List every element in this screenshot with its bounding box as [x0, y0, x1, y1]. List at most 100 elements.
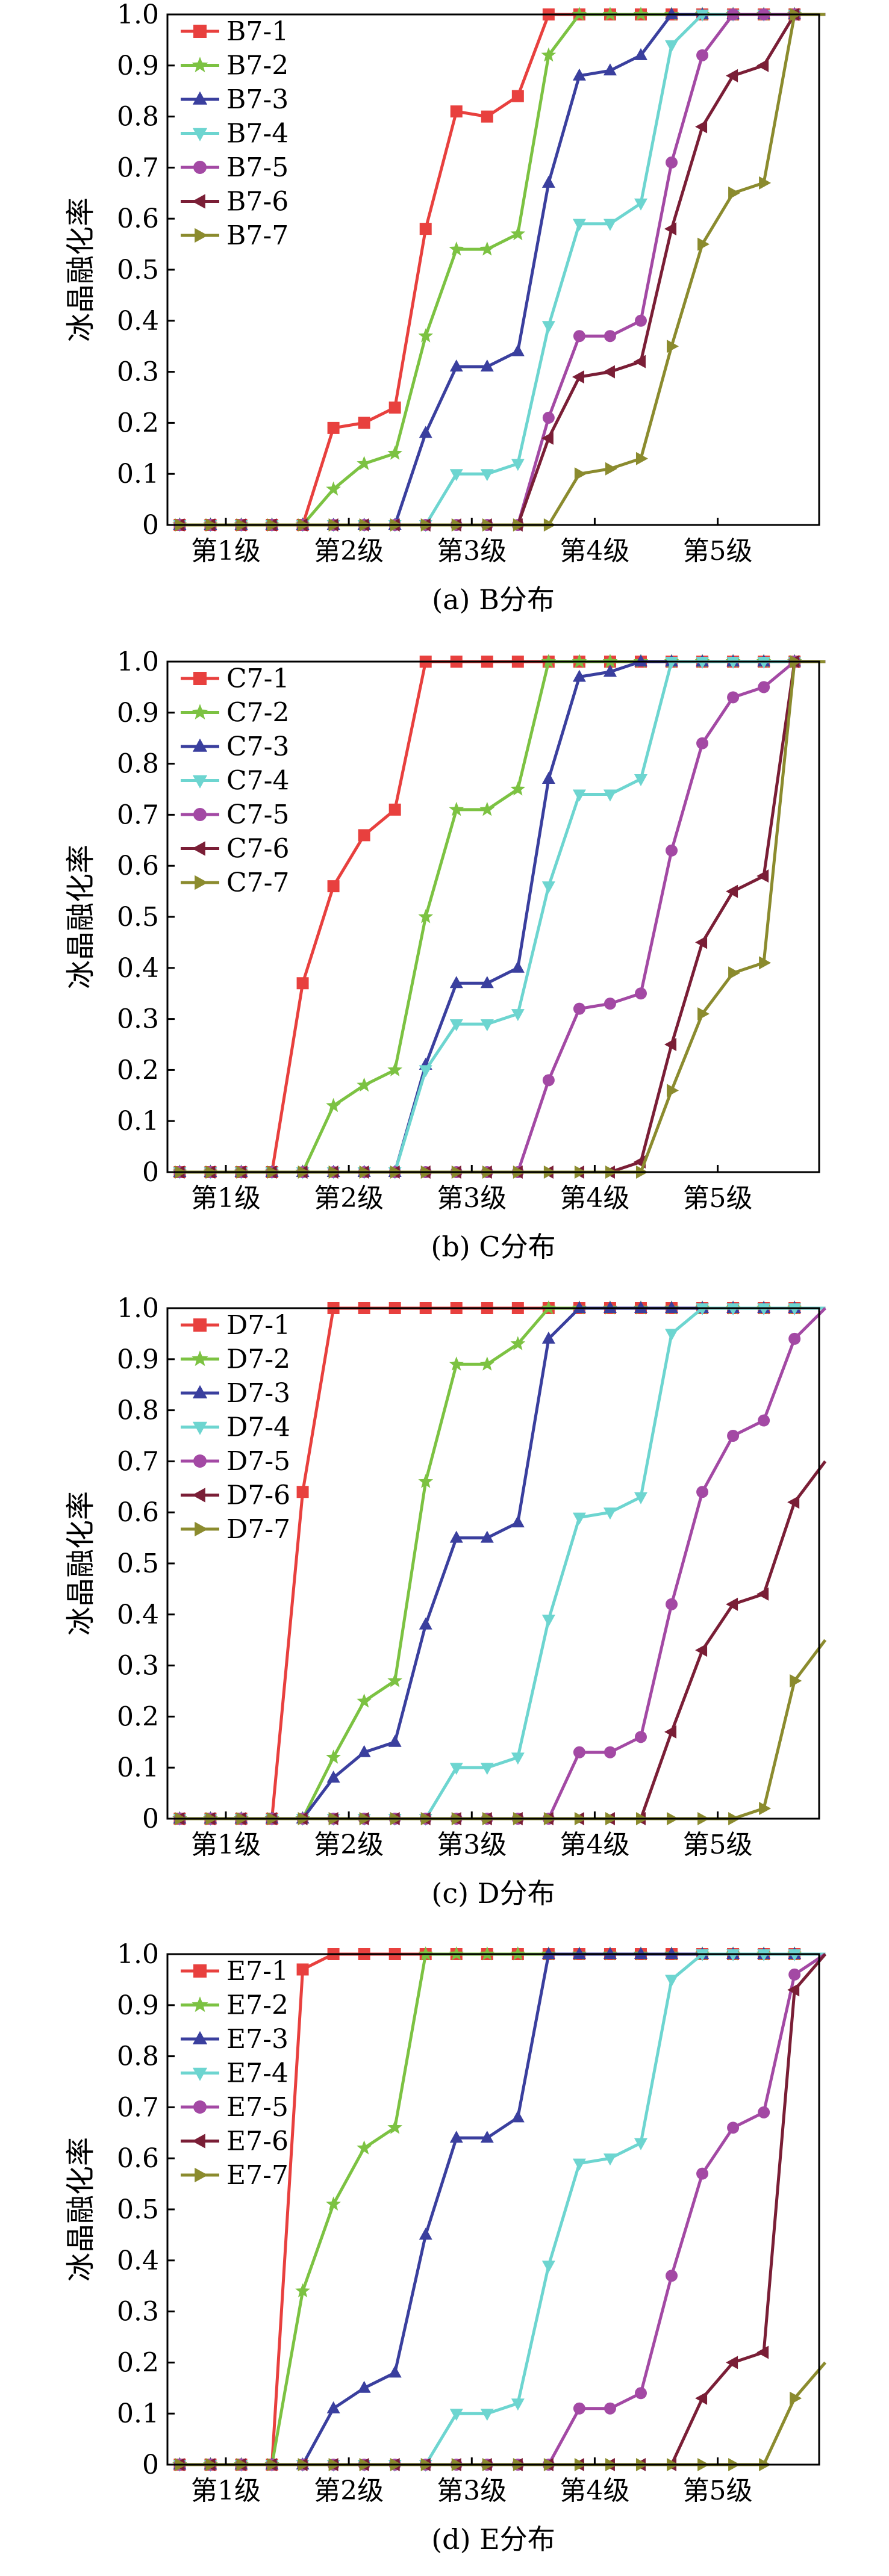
data-point-B7-3-12	[511, 344, 525, 356]
data-point-B7-2-10	[449, 241, 464, 256]
data-point-B7-4-12	[511, 459, 525, 471]
data-point-B7-6-18	[695, 120, 708, 134]
data-point-C7-1-5	[296, 977, 309, 990]
data-point-D7-6-20	[756, 1587, 769, 1601]
data-point-E7-4-17	[665, 1975, 679, 1987]
data-point-B7-4-10	[449, 469, 463, 482]
data-point-B7-6-15	[602, 365, 615, 379]
legend-label: C7-2	[226, 698, 290, 728]
legend-marker	[192, 128, 208, 141]
data-point-D7-7-20	[759, 1802, 772, 1816]
legend-marker	[193, 25, 207, 38]
data-point-B7-2-12	[510, 226, 526, 241]
data-point-D7-4-18	[696, 1303, 710, 1315]
data-point-E7-3-15	[603, 1947, 617, 1959]
data-point-B7-7-14	[574, 467, 587, 481]
legend-item-E7-1: E7-1	[181, 1956, 289, 1987]
y-tick-label: 0.1	[117, 2398, 159, 2429]
data-point-B7-2-6	[326, 481, 341, 496]
data-point-C7-4-20	[757, 657, 771, 669]
legend-label: D7-5	[226, 1446, 290, 1477]
data-point-D7-3-11	[480, 1530, 494, 1543]
y-tick-label: 0.3	[117, 357, 159, 388]
data-point-C7-3-16	[634, 654, 647, 666]
legend-item-B7-2: B7-2	[181, 51, 289, 81]
legend-item-E7-2: E7-2	[181, 1990, 289, 2021]
legend-marker	[192, 57, 208, 73]
y-tick-label: 0	[142, 1157, 159, 1188]
y-tick-label: 0.8	[117, 1395, 159, 1426]
data-point-B7-3-15	[603, 63, 617, 76]
legend-label: D7-1	[226, 1310, 290, 1341]
legend-item-C7-4: C7-4	[181, 766, 290, 796]
y-tick-label: 0.7	[117, 2092, 159, 2123]
data-point-C7-3-12	[511, 960, 525, 973]
y-tick-label: 0.3	[117, 1651, 159, 1681]
legend-label: E7-1	[226, 1956, 289, 1987]
x-tick-label: 第5级	[683, 1830, 753, 1860]
x-tick-label: 第4级	[560, 2475, 629, 2506]
x-tick-label: 第3级	[437, 536, 507, 566]
legend-item-C7-3: C7-3	[181, 731, 290, 762]
data-point-D7-2-8	[387, 1673, 402, 1687]
legend-marker	[193, 2100, 207, 2114]
legend-item-D7-7: D7-7	[181, 1514, 290, 1545]
data-point-B7-7-17	[667, 340, 679, 353]
y-tick-label: 0	[142, 2450, 159, 2480]
y-tick-label: 1.0	[117, 0, 159, 30]
data-point-B7-2-9	[418, 328, 434, 343]
data-point-D7-2-11	[479, 1356, 495, 1371]
data-point-C7-4-18	[696, 657, 710, 669]
data-point-D7-6-21	[787, 1495, 800, 1509]
legend-marker	[193, 1964, 207, 1978]
data-point-D7-3-17	[665, 1301, 679, 1313]
y-tick-label: 0.9	[117, 1344, 159, 1375]
legend-marker	[192, 2134, 205, 2149]
x-tick-label: 第5级	[683, 2475, 753, 2506]
y-tick-label: 0	[142, 510, 159, 541]
y-tick-label: 0.4	[117, 1600, 159, 1630]
y-tick-label: 0.6	[117, 1497, 159, 1528]
data-point-B7-1-12	[511, 90, 524, 102]
data-point-D7-5-14	[573, 1746, 585, 1758]
data-point-D7-2-7	[357, 1693, 372, 1708]
data-point-E7-4-20	[757, 1949, 771, 1961]
y-tick-label: 0.9	[117, 51, 159, 81]
y-axis-label: 冰晶融化率	[64, 845, 98, 989]
legend-marker	[195, 2167, 208, 2183]
data-point-B7-7-15	[605, 462, 617, 476]
data-point-C7-6-19	[726, 884, 738, 898]
data-point-B7-4-13	[541, 321, 555, 334]
data-point-E7-4-21	[788, 1949, 802, 1961]
x-tick-label: 第4级	[560, 536, 629, 566]
data-point-E7-2-8	[387, 2120, 402, 2134]
data-point-D7-4-11	[480, 1763, 494, 1775]
data-point-E7-5-15	[604, 2402, 616, 2415]
data-point-E7-3-9	[419, 2227, 432, 2240]
data-point-E7-3-17	[665, 1947, 679, 1959]
data-point-D7-4-20	[757, 1303, 771, 1315]
y-tick-label: 0.5	[117, 902, 159, 933]
y-tick-label: 0.5	[117, 1548, 159, 1579]
data-point-E7-5-18	[696, 2167, 709, 2180]
legend-marker	[195, 875, 208, 890]
legend-marker	[192, 1385, 208, 1398]
data-point-B7-3-14	[572, 68, 586, 81]
x-tick-label: 第5级	[683, 536, 753, 566]
data-point-C7-2-12	[510, 781, 526, 796]
y-tick-label: 0.8	[117, 102, 159, 132]
legend-item-E7-3: E7-3	[181, 2024, 289, 2055]
data-point-B7-7-18	[697, 237, 710, 251]
data-point-B7-6-13	[541, 431, 554, 445]
legend-marker	[192, 1996, 208, 2013]
legend-label: B7-3	[226, 84, 289, 115]
data-point-C7-1-7	[358, 829, 370, 842]
legend-label: C7-1	[226, 663, 290, 694]
data-point-D7-4-21	[788, 1303, 802, 1315]
data-point-E7-3-6	[326, 2401, 340, 2413]
data-point-C7-4-15	[603, 789, 617, 802]
data-point-E7-4-14	[572, 2158, 586, 2171]
data-point-C7-3-13	[541, 772, 555, 784]
data-point-C7-4-14	[572, 789, 586, 802]
legend-label: C7-7	[226, 867, 290, 898]
